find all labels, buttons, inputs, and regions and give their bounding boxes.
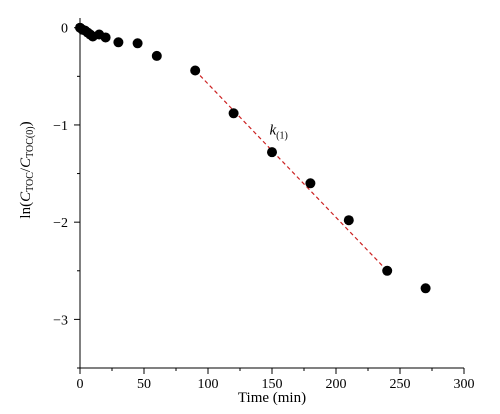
x-axis-ticks: 0 50 100 150 200 250 300 bbox=[77, 368, 475, 392]
fit-line bbox=[194, 70, 388, 272]
x-tick-label: 200 bbox=[326, 377, 347, 392]
rate-constant-annotation: k(1) bbox=[269, 123, 287, 142]
x-tick-label: 150 bbox=[262, 377, 283, 392]
y-tick-label: 0 bbox=[61, 22, 68, 37]
x-tick-label: 0 bbox=[77, 377, 84, 392]
data-point bbox=[100, 32, 111, 43]
data-point bbox=[382, 265, 393, 276]
data-points bbox=[75, 22, 431, 294]
x-tick-label: 100 bbox=[198, 377, 219, 392]
y-axis-ticks: 0 −1 −2 −3 bbox=[53, 22, 80, 369]
x-tick-label: 50 bbox=[137, 377, 151, 392]
data-point bbox=[132, 38, 143, 49]
y-axis-label: ln(CTOC/CTOC(0)) bbox=[18, 121, 36, 218]
x-tick-label: 300 bbox=[454, 377, 475, 392]
data-point bbox=[151, 50, 162, 61]
annotation-var: k bbox=[269, 123, 276, 139]
x-tick-label: 250 bbox=[390, 377, 411, 392]
data-point bbox=[267, 147, 277, 158]
y-tick-label: −2 bbox=[53, 216, 68, 231]
data-point bbox=[228, 108, 239, 119]
y-tick-label: −3 bbox=[53, 313, 68, 328]
annotation-sub: (1) bbox=[276, 131, 288, 142]
data-point bbox=[305, 178, 316, 189]
plot-frame bbox=[79, 18, 464, 369]
y-tick-label: −1 bbox=[53, 119, 68, 134]
data-point bbox=[190, 65, 201, 76]
x-axis-label: Time (min) bbox=[238, 390, 306, 406]
data-point bbox=[343, 215, 354, 226]
data-point bbox=[420, 283, 431, 294]
data-point bbox=[113, 37, 124, 48]
